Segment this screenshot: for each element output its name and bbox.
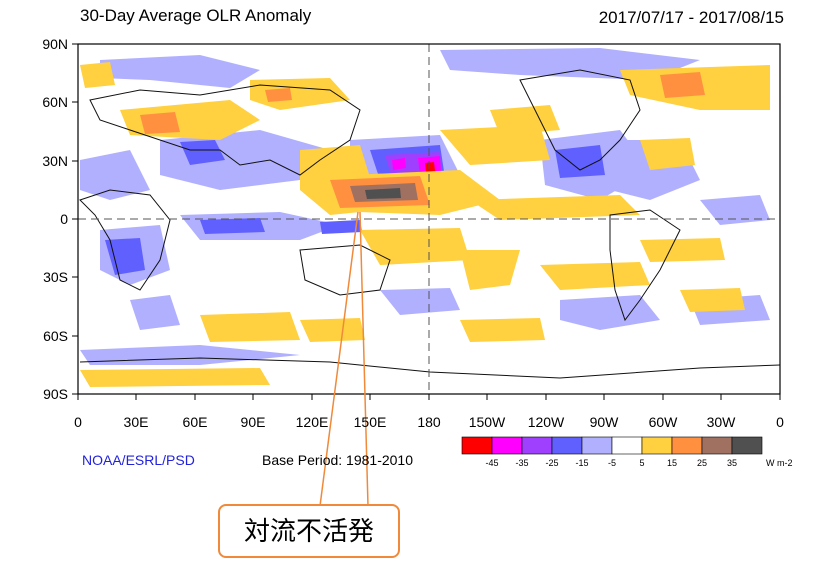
colorbar-swatch	[491, 436, 523, 455]
colorbar-swatch	[611, 436, 643, 455]
lon-label: 90W	[589, 414, 619, 430]
colorbar-swatch	[581, 436, 613, 455]
lat-label: 90S	[43, 386, 68, 402]
tick-marks	[72, 43, 781, 400]
colorbar-tick: -25	[545, 458, 559, 468]
colorbar-swatch	[641, 436, 673, 455]
colorbar-swatch	[731, 436, 763, 455]
lon-label: 30W	[706, 414, 736, 430]
lon-label: 120E	[295, 414, 329, 430]
lon-label: 120W	[527, 414, 565, 430]
base-period-text: Base Period: 1981-2010	[262, 452, 413, 468]
lat-label: 60N	[42, 94, 68, 110]
colorbar-unit: W m-2	[766, 458, 793, 468]
lon-label: 150W	[468, 414, 506, 430]
annotation-callout: 対流不活発	[218, 504, 400, 558]
colorbar-tick: -45	[485, 458, 499, 468]
credit-text: NOAA/ESRL/PSD	[82, 452, 195, 468]
lon-label: 180	[417, 414, 441, 430]
lon-label: 90E	[240, 414, 266, 430]
lat-label: 30S	[43, 269, 68, 285]
map-title: 30-Day Average OLR Anomaly	[80, 6, 312, 25]
colorbar-tick: -15	[575, 458, 589, 468]
lat-label: 60S	[43, 328, 68, 344]
colorbar-tick: -5	[607, 458, 616, 468]
colorbar-swatch	[551, 436, 583, 455]
colorbar-swatch	[701, 436, 733, 455]
lon-label: 0	[74, 414, 82, 430]
lat-label: 0	[60, 211, 68, 227]
colorbar-tick: 5	[639, 458, 645, 468]
date-range: 2017/07/17 - 2017/08/15	[598, 8, 784, 27]
colorbar-swatch	[671, 436, 703, 455]
colorbar-tick: 25	[696, 458, 707, 468]
lon-label: 60E	[182, 414, 208, 430]
anomaly-field	[79, 48, 780, 387]
lon-label: 0	[776, 414, 784, 430]
callout-leaders	[319, 211, 369, 507]
lon-label: 30E	[123, 414, 149, 430]
colorbar-swatch	[461, 436, 493, 455]
colorbar	[461, 436, 763, 455]
colorbar-tick: -35	[515, 458, 529, 468]
colorbar-tick: 35	[726, 458, 737, 468]
colorbar-swatch	[521, 436, 553, 455]
lon-label: 150E	[353, 414, 387, 430]
lat-label: 90N	[42, 36, 68, 52]
lon-label: 60W	[648, 414, 678, 430]
colorbar-tick: 15	[666, 458, 677, 468]
lat-label: 30N	[42, 153, 68, 169]
